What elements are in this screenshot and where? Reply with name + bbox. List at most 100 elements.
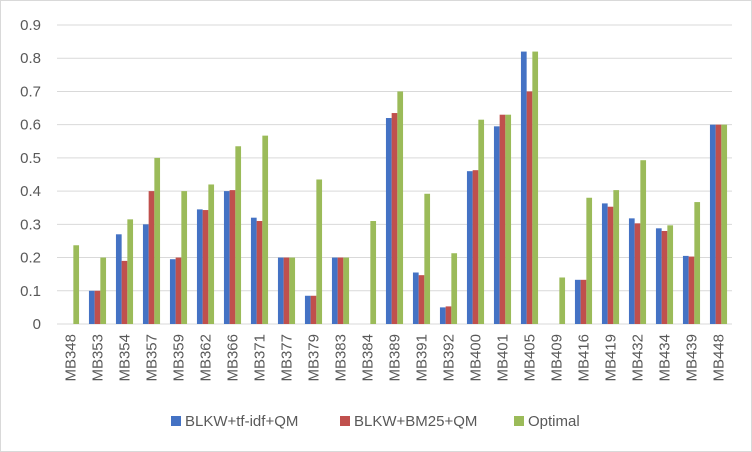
x-tick-label: MB353 [90, 334, 107, 382]
y-tick-label: 0.2 [20, 250, 41, 267]
bar-MB357-3 [154, 157, 161, 324]
x-tick-label: MB389 [387, 334, 404, 382]
bar-MB419-3 [613, 190, 620, 324]
bar-MB400-1 [466, 171, 473, 324]
bar-MB416-1 [574, 279, 581, 324]
y-tick-label: 0 [33, 316, 41, 333]
bar-MB389-1 [385, 118, 392, 325]
bar-MB377-3 [289, 257, 296, 324]
bar-MB432-2 [634, 223, 641, 324]
bar-MB392-2 [445, 306, 452, 324]
bar-MB383-2 [337, 257, 344, 324]
bar-MB448-1 [709, 124, 716, 325]
y-tick-label: 0.7 [20, 83, 41, 100]
bar-MB362-1 [196, 209, 203, 324]
bar-MB357-1 [142, 224, 149, 324]
x-tick-label: MB432 [630, 334, 647, 382]
x-tick-label: MB377 [279, 334, 296, 382]
bar-MB416-2 [580, 279, 587, 324]
x-tick-label: MB379 [306, 334, 323, 382]
bar-MB400-3 [478, 119, 485, 324]
bar-MB354-1 [115, 234, 122, 324]
legend-label-3: Optimal [528, 413, 580, 430]
bar-MB432-1 [628, 218, 635, 324]
bar-MB405-2 [526, 91, 533, 324]
bar-MB383-1 [331, 257, 338, 324]
bar-MB392-1 [439, 307, 446, 324]
x-tick-label: MB354 [117, 334, 134, 382]
bar-MB359-3 [181, 191, 188, 324]
bar-MB391-3 [424, 193, 431, 324]
y-tick-label: 0.1 [20, 283, 41, 300]
x-tick-label: MB416 [576, 334, 593, 382]
x-tick-label: MB419 [603, 334, 620, 382]
bar-MB371-1 [250, 217, 257, 324]
bar-MB391-2 [418, 275, 425, 324]
x-tick-label: MB371 [252, 334, 269, 382]
bar-MB434-2 [661, 230, 668, 324]
x-tick-label: MB392 [441, 334, 458, 382]
bar-MB434-1 [655, 228, 662, 324]
x-tick-label: MB401 [495, 334, 512, 382]
bar-MB384-3 [370, 221, 377, 324]
bar-MB371-2 [256, 221, 263, 324]
x-tick-label: MB357 [144, 334, 161, 382]
x-tick-label: MB434 [657, 334, 674, 382]
x-tick-label: MB409 [549, 334, 566, 382]
bar-MB392-3 [451, 253, 458, 324]
bar-MB401-2 [499, 114, 506, 324]
bar-MB389-2 [391, 113, 398, 325]
x-tick-label: MB439 [684, 334, 701, 382]
bar-MB353-2 [94, 290, 101, 324]
bar-MB400-2 [472, 170, 479, 324]
bar-MB379-1 [304, 295, 311, 324]
bar-MB359-1 [169, 259, 176, 324]
bar-MB354-3 [127, 219, 134, 324]
y-tick-label: 0.6 [20, 117, 41, 134]
bar-MB439-3 [694, 202, 701, 324]
legend-swatch-3 [514, 416, 524, 426]
bar-MB419-1 [601, 203, 608, 324]
bar-MB416-3 [586, 197, 593, 324]
y-tick-label: 0.5 [20, 150, 41, 167]
x-axis: MB348 MB353 MB354 MB357 MB359 MB362 MB366 MB371… [63, 334, 728, 382]
x-tick-label: MB362 [198, 334, 215, 382]
bars [73, 51, 728, 325]
bar-MB348-3 [73, 245, 80, 324]
x-tick-label: MB448 [711, 334, 728, 382]
bar-MB405-3 [532, 51, 539, 324]
bar-MB366-3 [235, 146, 242, 324]
bar-MB389-3 [397, 91, 404, 324]
bar-MB379-2 [310, 295, 317, 324]
bar-MB357-2 [148, 191, 155, 324]
bar-MB391-1 [412, 272, 419, 324]
bar-MB434-3 [667, 225, 674, 324]
bar-MB354-2 [121, 260, 128, 324]
y-tick-label: 0.8 [20, 50, 41, 67]
legend-label-1: BLKW+tf-idf+QM [185, 413, 298, 430]
bar-MB439-2 [688, 256, 695, 324]
bar-MB353-3 [100, 257, 107, 324]
bar-MB359-2 [175, 257, 182, 324]
bar-MB401-1 [493, 126, 500, 324]
bar-MB448-3 [721, 124, 728, 325]
bar-MB419-2 [607, 206, 614, 324]
x-tick-label: MB366 [225, 334, 242, 382]
x-tick-label: MB391 [414, 334, 431, 382]
y-tick-label: 0.9 [20, 17, 41, 34]
bar-MB362-3 [208, 184, 215, 324]
bar-MB362-2 [202, 210, 209, 324]
y-tick-label: 0.4 [20, 183, 41, 200]
x-tick-label: MB405 [522, 334, 539, 382]
bar-MB448-2 [715, 124, 722, 325]
bar-MB377-1 [277, 257, 284, 324]
y-tick-label: 0.3 [20, 216, 41, 233]
x-tick-label: MB384 [360, 334, 377, 382]
bar-MB353-1 [88, 290, 95, 324]
x-tick-label: MB383 [333, 334, 350, 382]
legend: BLKW+tf-idf+QM BLKW+BM25+QM Optimal [171, 413, 580, 430]
bar-MB371-3 [262, 135, 269, 324]
bar-MB432-3 [640, 160, 647, 324]
